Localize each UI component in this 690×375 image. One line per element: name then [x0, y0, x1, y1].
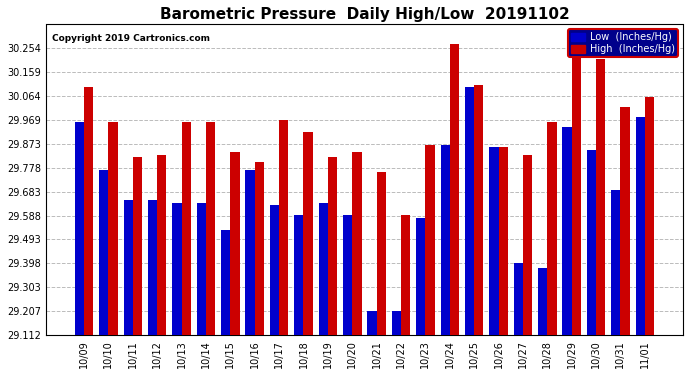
- Text: Copyright 2019 Cartronics.com: Copyright 2019 Cartronics.com: [52, 34, 210, 43]
- Bar: [620, 107, 630, 335]
- Bar: [596, 59, 605, 335]
- Bar: [99, 170, 108, 335]
- Bar: [377, 172, 386, 335]
- Bar: [343, 215, 352, 335]
- Bar: [319, 202, 328, 335]
- Bar: [246, 170, 255, 335]
- Bar: [108, 122, 118, 335]
- Bar: [474, 84, 484, 335]
- Bar: [172, 202, 181, 335]
- Bar: [75, 122, 84, 335]
- Bar: [635, 117, 645, 335]
- Bar: [426, 145, 435, 335]
- Bar: [572, 57, 581, 335]
- Bar: [197, 202, 206, 335]
- Bar: [148, 200, 157, 335]
- Bar: [352, 152, 362, 335]
- Bar: [124, 200, 132, 335]
- Bar: [416, 217, 426, 335]
- Bar: [562, 127, 572, 335]
- Bar: [157, 155, 166, 335]
- Bar: [499, 147, 508, 335]
- Bar: [489, 147, 499, 335]
- Bar: [586, 150, 596, 335]
- Bar: [230, 152, 239, 335]
- Bar: [523, 155, 532, 335]
- Bar: [367, 310, 377, 335]
- Bar: [304, 132, 313, 335]
- Bar: [645, 97, 654, 335]
- Bar: [206, 122, 215, 335]
- Bar: [255, 162, 264, 335]
- Bar: [450, 44, 459, 335]
- Bar: [538, 268, 547, 335]
- Bar: [513, 263, 523, 335]
- Bar: [328, 158, 337, 335]
- Bar: [392, 310, 401, 335]
- Bar: [465, 87, 474, 335]
- Bar: [221, 230, 230, 335]
- Title: Barometric Pressure  Daily High/Low  20191102: Barometric Pressure Daily High/Low 20191…: [159, 7, 569, 22]
- Bar: [181, 122, 191, 335]
- Bar: [611, 190, 620, 335]
- Bar: [132, 158, 142, 335]
- Bar: [84, 87, 93, 335]
- Bar: [440, 145, 450, 335]
- Bar: [547, 122, 557, 335]
- Bar: [401, 215, 411, 335]
- Bar: [279, 120, 288, 335]
- Bar: [270, 205, 279, 335]
- Legend: Low  (Inches/Hg), High  (Inches/Hg): Low (Inches/Hg), High (Inches/Hg): [568, 29, 678, 57]
- Bar: [294, 215, 304, 335]
